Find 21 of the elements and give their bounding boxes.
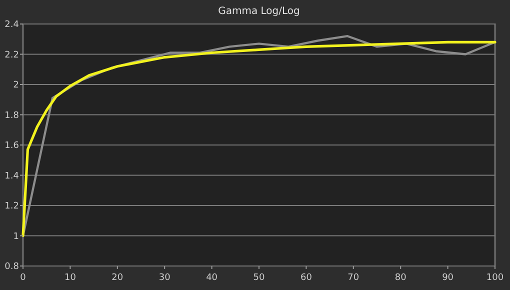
y-tick-label: 1.8: [4, 110, 20, 121]
x-tick-label: 40: [206, 273, 218, 283]
chart-title: Gamma Log/Log: [218, 6, 300, 17]
x-tick-label: 0: [20, 273, 26, 283]
x-tick-label: 90: [442, 273, 454, 283]
y-tick-label: 1.4: [4, 171, 20, 182]
y-tick-label: 2.4: [4, 20, 20, 30]
x-tick-label: 10: [64, 273, 76, 283]
y-tick-label: 1.6: [4, 141, 20, 152]
x-tick-label: 50: [253, 273, 265, 283]
y-tick-label: 1.2: [4, 202, 19, 212]
y-tick-label: 1: [13, 232, 19, 242]
y-tick-label: 2: [13, 80, 19, 91]
x-tick-label: 100: [486, 273, 504, 283]
x-tick-label: 70: [348, 273, 360, 283]
y-tick-label: 0.8: [4, 262, 20, 272]
x-tick-label: 20: [112, 273, 124, 283]
x-tick-label: 30: [158, 273, 171, 283]
x-tick-label: 80: [394, 273, 407, 283]
x-tick-label: 60: [300, 273, 312, 283]
y-tick-label: 2.2: [4, 50, 19, 60]
